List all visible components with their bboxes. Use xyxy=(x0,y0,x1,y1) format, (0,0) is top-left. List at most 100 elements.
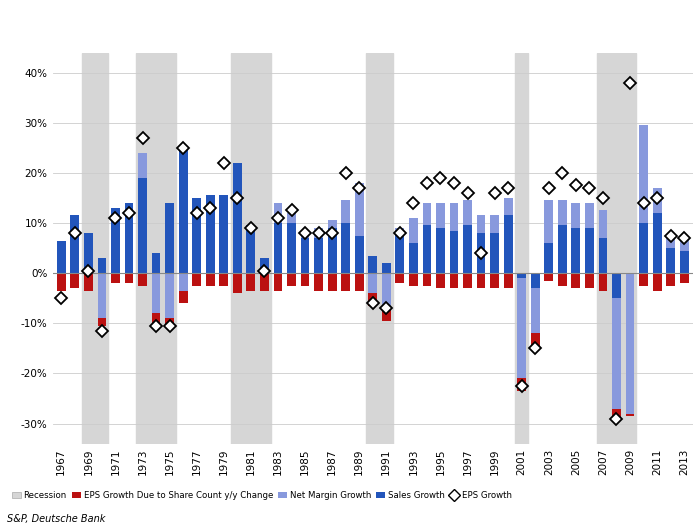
Bar xyxy=(517,379,526,391)
Bar xyxy=(233,163,242,273)
Bar xyxy=(97,273,106,318)
Bar xyxy=(558,201,567,226)
Bar xyxy=(504,215,512,273)
Bar xyxy=(193,198,201,273)
Bar xyxy=(598,211,608,238)
Bar xyxy=(328,228,337,273)
Bar xyxy=(558,273,567,286)
Bar xyxy=(152,313,160,326)
Bar xyxy=(193,273,201,286)
Bar xyxy=(165,318,174,326)
Bar xyxy=(246,273,256,291)
Bar xyxy=(368,273,377,293)
Bar xyxy=(598,238,608,273)
Bar xyxy=(531,288,540,333)
Bar xyxy=(287,223,296,273)
Bar xyxy=(355,273,363,291)
Bar xyxy=(463,273,472,288)
Bar xyxy=(84,233,93,273)
Bar xyxy=(449,203,459,230)
Bar xyxy=(585,203,594,228)
Bar xyxy=(680,250,689,273)
Bar xyxy=(490,273,499,288)
Bar xyxy=(504,198,512,215)
Bar xyxy=(368,293,377,306)
Bar xyxy=(300,273,309,286)
Text: S&P, Deutsche Bank: S&P, Deutsche Bank xyxy=(7,514,106,524)
Bar xyxy=(355,183,363,236)
Bar xyxy=(517,273,526,278)
Bar xyxy=(571,203,580,228)
Bar xyxy=(71,273,79,288)
Bar xyxy=(463,226,472,273)
Bar xyxy=(260,273,269,291)
Bar xyxy=(545,273,553,281)
Bar xyxy=(165,273,174,318)
Bar xyxy=(84,273,93,291)
Bar xyxy=(152,273,160,313)
Bar xyxy=(680,236,689,250)
Bar xyxy=(138,178,147,273)
Bar xyxy=(287,273,296,286)
Bar xyxy=(328,273,337,291)
Bar xyxy=(504,273,512,288)
Bar xyxy=(97,318,106,326)
Bar xyxy=(680,273,689,283)
Bar xyxy=(206,195,215,273)
Bar xyxy=(409,273,418,286)
Bar xyxy=(409,243,418,273)
Bar xyxy=(395,273,404,283)
Bar xyxy=(244,52,271,444)
Bar xyxy=(382,308,391,321)
Bar xyxy=(342,273,350,291)
Bar xyxy=(152,253,160,273)
Bar xyxy=(395,228,404,233)
Bar xyxy=(436,203,445,228)
Legend: Recession, EPS Growth Due to Share Count y/y Change, Net Margin Growth, Sales Gr: Recession, EPS Growth Due to Share Count… xyxy=(12,491,512,500)
Bar xyxy=(531,333,540,346)
Bar xyxy=(477,233,486,273)
Bar xyxy=(82,52,108,444)
Bar xyxy=(57,273,66,291)
Bar xyxy=(342,223,350,273)
Bar xyxy=(314,238,323,273)
Bar xyxy=(477,273,486,288)
Bar xyxy=(490,233,499,273)
Bar xyxy=(666,273,675,286)
Bar xyxy=(219,195,228,273)
Bar xyxy=(639,273,648,286)
Bar xyxy=(97,258,106,273)
Bar xyxy=(314,273,323,291)
Bar xyxy=(463,201,472,226)
Bar xyxy=(165,203,174,273)
Bar xyxy=(652,213,662,273)
Bar xyxy=(178,148,188,273)
Bar xyxy=(612,298,621,408)
Bar xyxy=(395,233,404,273)
Bar xyxy=(666,238,675,248)
Bar xyxy=(246,226,256,273)
Bar xyxy=(585,228,594,273)
Text: Breakdown of S&P 500 EPS growth: sales growth, margins expansion, share count sh: Breakdown of S&P 500 EPS growth: sales g… xyxy=(8,17,626,30)
Bar xyxy=(260,258,269,273)
Bar xyxy=(231,52,244,444)
Bar xyxy=(612,273,621,298)
Bar xyxy=(206,273,215,286)
Bar xyxy=(652,273,662,291)
Bar xyxy=(111,208,120,273)
Bar xyxy=(652,188,662,213)
Bar xyxy=(355,236,363,273)
Bar xyxy=(515,52,528,444)
Bar xyxy=(382,273,391,308)
Bar xyxy=(571,273,580,288)
Bar xyxy=(571,228,580,273)
Bar xyxy=(531,273,540,288)
Bar xyxy=(300,230,309,238)
Bar xyxy=(449,230,459,273)
Bar xyxy=(436,273,445,288)
Bar xyxy=(666,248,675,273)
Bar xyxy=(125,273,134,283)
Bar xyxy=(558,226,567,273)
Bar xyxy=(328,220,337,228)
Bar xyxy=(626,414,634,416)
